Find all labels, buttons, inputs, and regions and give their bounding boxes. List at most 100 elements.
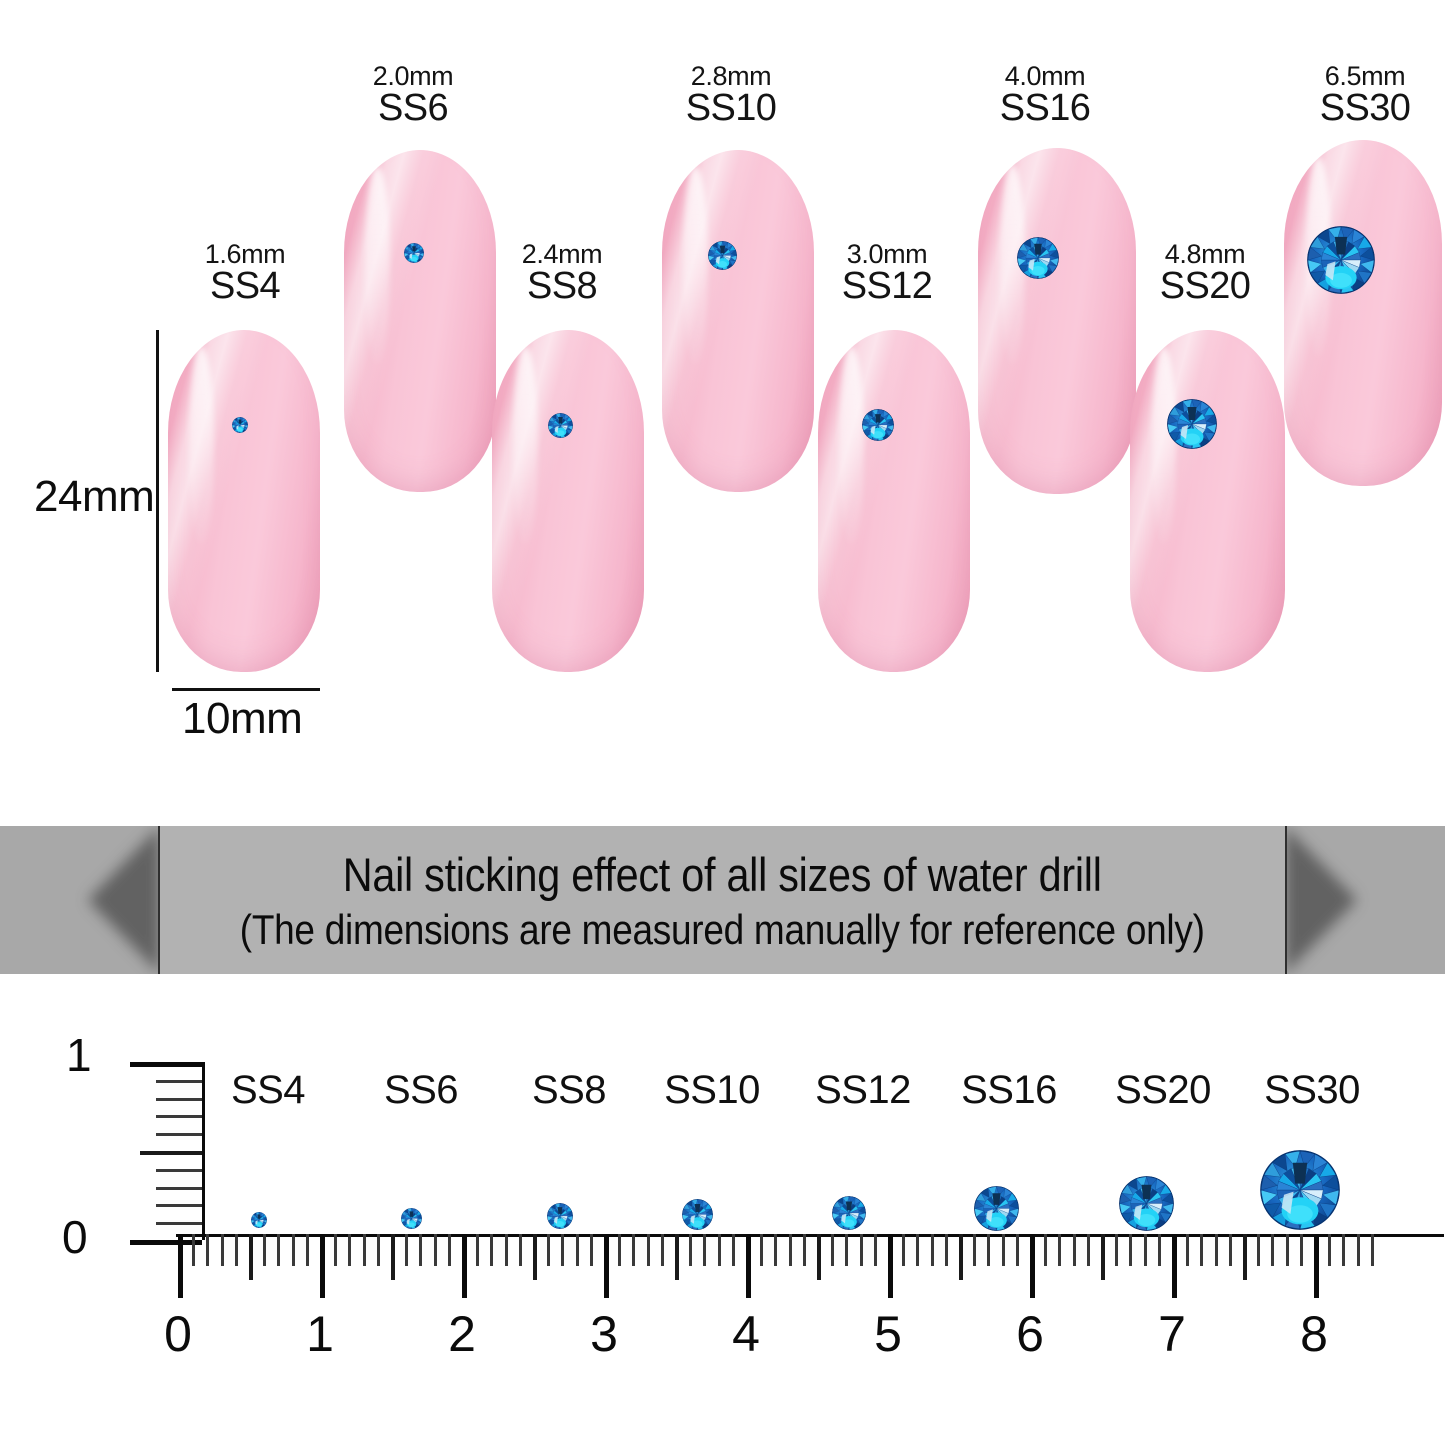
ruler-number-3: 3: [590, 1306, 618, 1362]
nail-size-ss: SS10: [685, 87, 777, 130]
ruler-tick-minor: [305, 1234, 309, 1266]
vertical-scale-bottom-label: 0: [62, 1211, 88, 1263]
ruler-tick-minor: [376, 1234, 380, 1266]
vertical-scale-tick-vminor: [156, 1115, 202, 1119]
ruler-tick-half: [1243, 1234, 1247, 1280]
nail-size-ss: SS6: [377, 87, 449, 130]
ruler-tick-minor: [518, 1234, 522, 1266]
nail-size-mm: 4.0mm: [1004, 61, 1086, 91]
ruler-number-5: 5: [874, 1306, 902, 1362]
ruler-tick-minor: [348, 1234, 352, 1266]
nail-size-label-ss8: 2.4mm SS8: [492, 240, 632, 307]
vertical-scale-tick-vminor: [156, 1079, 202, 1083]
ribbon-edge-left: [158, 826, 160, 974]
ruler-ss-label-ss30: SS30: [1264, 1068, 1360, 1112]
ruler-tick-minor: [660, 1234, 664, 1266]
ruler-tick-major: [746, 1234, 751, 1298]
ruler-tick-minor: [1086, 1234, 1090, 1266]
ribbon-notch-left: [0, 826, 160, 974]
ruler-tick-minor: [717, 1234, 721, 1266]
vertical-scale-tick-vminor: [156, 1186, 202, 1190]
nail-size-ss: SS30: [1319, 87, 1411, 130]
ruler-ss-label-ss16: SS16: [961, 1068, 1057, 1112]
nail-swatch-ss30: [1284, 140, 1442, 486]
ruler-tick-major: [320, 1234, 325, 1298]
ruler-tick-major: [1030, 1234, 1035, 1298]
ruler-tick-minor: [1214, 1234, 1218, 1266]
vertical-scale-tick-vminor: [156, 1097, 202, 1101]
ruler-tick-minor: [731, 1234, 735, 1266]
ruler-tick-major: [1172, 1234, 1177, 1298]
ruler-tick-minor: [291, 1234, 295, 1266]
ruler-tick-minor: [1342, 1234, 1346, 1266]
nail-size-ss: SS16: [999, 87, 1091, 130]
rhinestone-ss4: [232, 417, 248, 433]
banner-text-block: Nail sticking effect of all sizes of wat…: [160, 826, 1285, 974]
rhinestone-ss16: [1017, 237, 1059, 279]
ruler-tick-minor: [206, 1234, 210, 1266]
ruler-tick-minor: [689, 1234, 693, 1266]
ruler-tick-minor: [1072, 1234, 1076, 1266]
ruler-baseline: [176, 1234, 1444, 1237]
ruler-tick-minor: [831, 1234, 835, 1266]
ruler-ss-label-ss4: SS4: [230, 1068, 306, 1112]
ruler-tick-minor: [845, 1234, 849, 1266]
banner-title: Nail sticking effect of all sizes of wat…: [343, 847, 1102, 901]
ruler-tick-minor: [192, 1234, 196, 1266]
ribbon-edge-right: [1285, 826, 1287, 974]
ruler-ss-label-ss20: SS20: [1115, 1068, 1211, 1112]
vertical-scale-tick-vminor: [156, 1204, 202, 1208]
vertical-scale-tick-vmajor: [130, 1062, 202, 1067]
width-measure-line: [172, 688, 320, 691]
ruler-tick-half: [533, 1234, 537, 1280]
ruler-tick-minor: [263, 1234, 267, 1266]
ruler-tick-minor: [504, 1234, 508, 1266]
ruler-tick-minor: [1370, 1234, 1374, 1266]
nail-size-mm: 2.8mm: [690, 61, 772, 91]
ruler-tick-minor: [774, 1234, 778, 1266]
nail-swatch-ss12: [818, 330, 970, 672]
nail-size-label-ss4: 1.6mm SS4: [175, 240, 315, 307]
ruler-tick-minor: [334, 1234, 338, 1266]
ruler-tick-minor: [234, 1234, 238, 1266]
rhinestone-ss12: [862, 409, 894, 441]
nail-size-mm: 4.8mm: [1164, 239, 1246, 269]
banner-strip: Nail sticking effect of all sizes of wat…: [0, 826, 1445, 974]
vertical-scale-tick-vminor: [156, 1168, 202, 1172]
rhinestone-ss6: [404, 243, 424, 263]
rhinestone-ss10: [707, 240, 737, 270]
nail-swatch-ss20: [1130, 330, 1285, 672]
ruler-number-4: 4: [732, 1306, 760, 1362]
nail-size-ss: SS12: [841, 265, 933, 308]
ruler-tick-minor: [476, 1234, 480, 1266]
ruler-rhinestone-ss30: [1260, 1150, 1340, 1230]
ruler-tick-minor: [1299, 1234, 1303, 1266]
ruler-tick-minor: [788, 1234, 792, 1266]
ruler-tick-half: [817, 1234, 821, 1280]
ruler-tick-major: [888, 1234, 893, 1298]
nail-size-label-ss6: 2.0mm SS6: [343, 62, 483, 129]
ruler-tick-minor: [1001, 1234, 1005, 1266]
ruler-tick-minor: [589, 1234, 593, 1266]
vertical-scale-top-label: 1: [66, 1029, 92, 1081]
ruler-tick-minor: [802, 1234, 806, 1266]
ruler-tick-minor: [405, 1234, 409, 1266]
ruler-tick-minor: [1129, 1234, 1133, 1266]
ruler-tick-minor: [547, 1234, 551, 1266]
ruler-tick-half: [959, 1234, 963, 1280]
nail-size-ss: SS8: [526, 265, 598, 308]
ruler-tick-minor: [1058, 1234, 1062, 1266]
nail-size-label-ss12: 3.0mm SS12: [810, 240, 964, 307]
height-measure-line: [156, 330, 159, 672]
ruler-tick-minor: [632, 1234, 636, 1266]
ruler-tick-major: [1314, 1234, 1319, 1298]
ruler-tick-major: [462, 1234, 467, 1298]
vertical-scale-tick-vhalf: [140, 1151, 202, 1155]
ruler-tick-half: [1101, 1234, 1105, 1280]
ruler-tick-minor: [859, 1234, 863, 1266]
nail-swatch-ss10: [662, 150, 814, 492]
ruler-rhinestone-ss6: [400, 1207, 422, 1229]
ruler-tick-half: [249, 1234, 253, 1280]
nail-swatch-ss4: [168, 330, 320, 672]
